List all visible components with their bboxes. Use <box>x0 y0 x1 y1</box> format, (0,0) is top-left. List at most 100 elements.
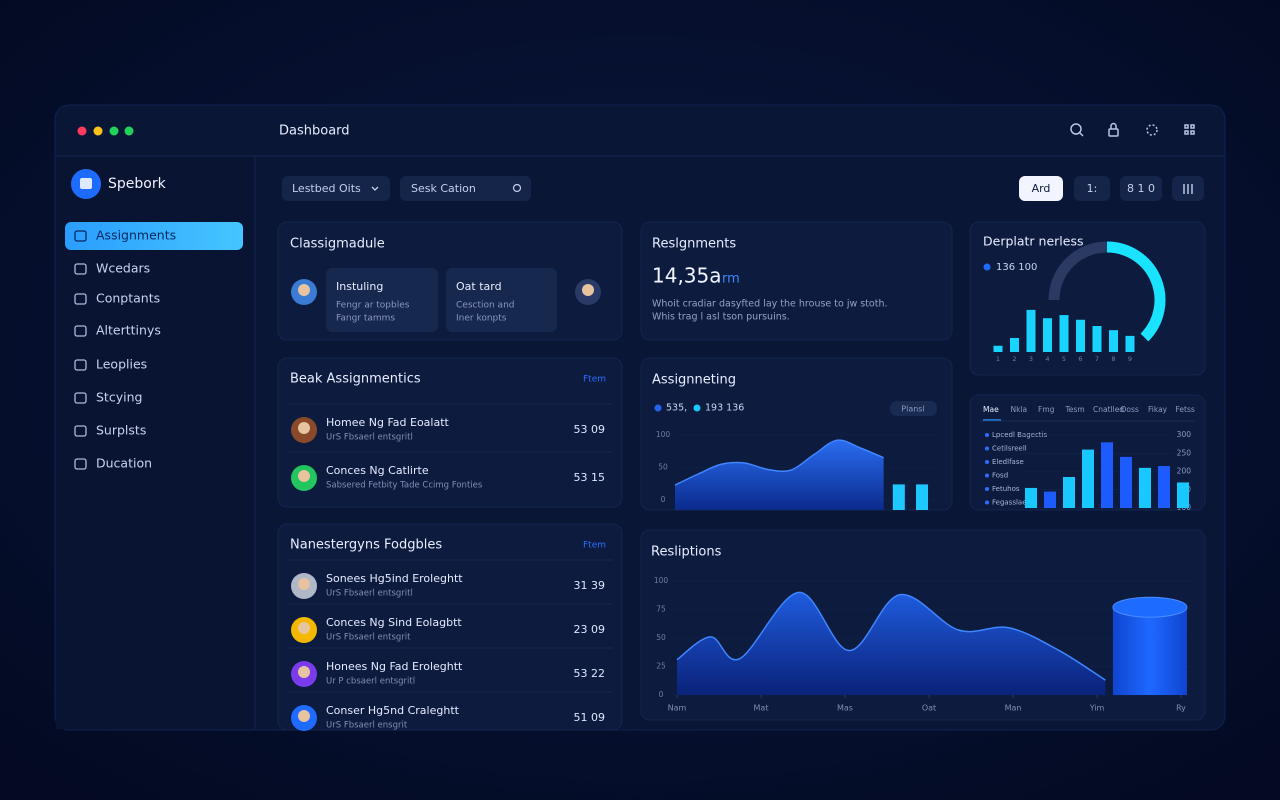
window-dot[interactable] <box>109 126 119 136</box>
y-tick-label: 50 <box>658 463 668 472</box>
button-label[interactable]: 1: <box>1087 182 1098 195</box>
nav-item[interactable]: Wcedars <box>96 261 150 276</box>
gauge-value <box>1106 241 1166 342</box>
tab[interactable]: Fetss <box>1176 405 1195 414</box>
grid-icon[interactable] <box>1184 124 1195 135</box>
window-dot[interactable] <box>124 126 134 136</box>
nav-icon <box>74 263 87 275</box>
bar <box>1139 467 1151 508</box>
nav-icon <box>74 425 87 437</box>
tile <box>446 268 557 332</box>
list-dot <box>985 473 989 478</box>
nav-item[interactable]: Alterttinys <box>96 323 161 338</box>
tab[interactable]: Mae <box>983 405 999 414</box>
row-name[interactable]: Sonees Hg5ind Eroleghtt <box>326 572 463 585</box>
bars-icon <box>1183 184 1193 194</box>
y-tick-label: 75 <box>656 605 666 614</box>
nav-item[interactable]: Assignments <box>96 228 176 243</box>
list-dot <box>985 433 989 437</box>
chart-title: Assignneting <box>652 373 736 388</box>
x-tick-label: Nam <box>668 704 687 713</box>
search-glyph <box>512 183 522 193</box>
x-tick-label: 8 <box>1111 355 1115 363</box>
toolbar-button[interactable] <box>1074 176 1110 201</box>
bar <box>1059 315 1069 352</box>
list-label: Eledlfase <box>992 458 1024 466</box>
button-label[interactable]: Plansl <box>901 405 924 414</box>
avatar-face <box>298 710 310 722</box>
row-name[interactable]: Conser Hg5nd Craleghtt <box>326 704 460 717</box>
nav-active[interactable] <box>65 222 243 250</box>
legend-swatch <box>693 404 701 412</box>
list-label: Fosd <box>992 472 1008 480</box>
nav-icon <box>74 230 87 242</box>
y-tick-label: 50 <box>656 633 666 642</box>
toolbar-button[interactable] <box>1120 176 1162 201</box>
filter-dropdown[interactable] <box>282 176 390 201</box>
row-value: 53 15 <box>574 471 606 484</box>
card <box>277 523 623 731</box>
row-subtitle: UrS Fbsaerl ensgrit <box>326 721 408 731</box>
nav-item[interactable]: Stcying <box>96 390 142 405</box>
cylinder-top <box>1112 596 1188 618</box>
row-subtitle: UrS Fbsaerl entsgritl <box>326 433 413 443</box>
avatar-face <box>298 578 310 590</box>
y-tick-label: 250 <box>1177 448 1192 457</box>
nav-item[interactable]: Conptants <box>96 291 160 306</box>
card-link[interactable]: Ftem <box>583 541 606 551</box>
brand-name: Spebork <box>108 176 167 192</box>
row-subtitle: Ur P cbsaerl entsgritl <box>326 677 415 687</box>
tile-text: Fengr ar topbles <box>336 301 410 311</box>
settings-icon[interactable] <box>1146 124 1158 136</box>
window-dot[interactable] <box>77 126 87 136</box>
cylinder-bar <box>1112 607 1187 695</box>
avatar-face <box>298 666 310 678</box>
x-tick-label: 6 <box>1078 355 1082 363</box>
tab[interactable]: Cnatlled <box>1093 405 1124 414</box>
search-placeholder: Sesk Cation <box>411 182 476 195</box>
row-name[interactable]: Conces Ng Catlirte <box>326 464 429 477</box>
brand-logo-glyph <box>80 178 92 189</box>
row-value: 53 22 <box>574 667 606 680</box>
card-link[interactable]: Ftem <box>583 375 606 385</box>
sidebar <box>56 156 255 729</box>
toolbar-button[interactable] <box>1019 176 1063 201</box>
row-name[interactable]: Conces Ng Sind Eolagbtt <box>326 616 462 629</box>
avatar-face <box>298 470 310 482</box>
row-name[interactable]: Homee Ng Fad Eoalatt <box>326 416 450 429</box>
bar <box>1082 449 1094 508</box>
bar <box>1101 442 1113 508</box>
nav-item[interactable]: Leoplies <box>96 357 147 372</box>
area-fill <box>675 440 884 510</box>
y-tick-label: 0 <box>661 495 666 504</box>
button-label[interactable]: 8 1 0 <box>1127 182 1155 195</box>
row-name[interactable]: Honees Ng Fad Eroleghtt <box>326 660 463 673</box>
bar <box>1109 330 1118 352</box>
tab[interactable]: Fmg <box>1038 405 1055 414</box>
nav-item[interactable]: Surplsts <box>96 423 146 438</box>
tab[interactable]: Tesm <box>1065 405 1085 414</box>
kpi-unit: rm <box>722 272 740 287</box>
x-tick-label: 7 <box>1095 355 1099 363</box>
avatar-face <box>582 284 594 296</box>
filter-label: Lestbed Oits <box>292 182 361 195</box>
tile-text: Iner konpts <box>456 314 507 324</box>
chart-button[interactable] <box>890 401 937 416</box>
lock-icon[interactable] <box>1108 122 1119 137</box>
card-title: Reslgnments <box>652 237 736 252</box>
nav-item[interactable]: Ducation <box>96 456 152 471</box>
tab[interactable]: Fikay <box>1148 405 1168 414</box>
card-title: Beak Assignmentics <box>290 372 421 387</box>
search-icon[interactable] <box>1070 123 1084 137</box>
window-dot[interactable] <box>93 126 103 136</box>
tab[interactable]: Ooss <box>1121 405 1139 414</box>
tile-text: Fangr tamms <box>336 314 395 324</box>
row-subtitle: UrS Fbsaerl entsgrit <box>326 633 411 643</box>
kpi-description: Whoit cradiar dasyfted lay the hrouse to… <box>652 299 888 310</box>
search-box[interactable] <box>400 176 531 201</box>
button-label[interactable]: Ard <box>1032 182 1051 195</box>
tab[interactable]: Nkla <box>1011 405 1028 414</box>
y-tick-label: 100 <box>656 430 671 439</box>
kpi-value: 14,35a <box>652 264 722 288</box>
